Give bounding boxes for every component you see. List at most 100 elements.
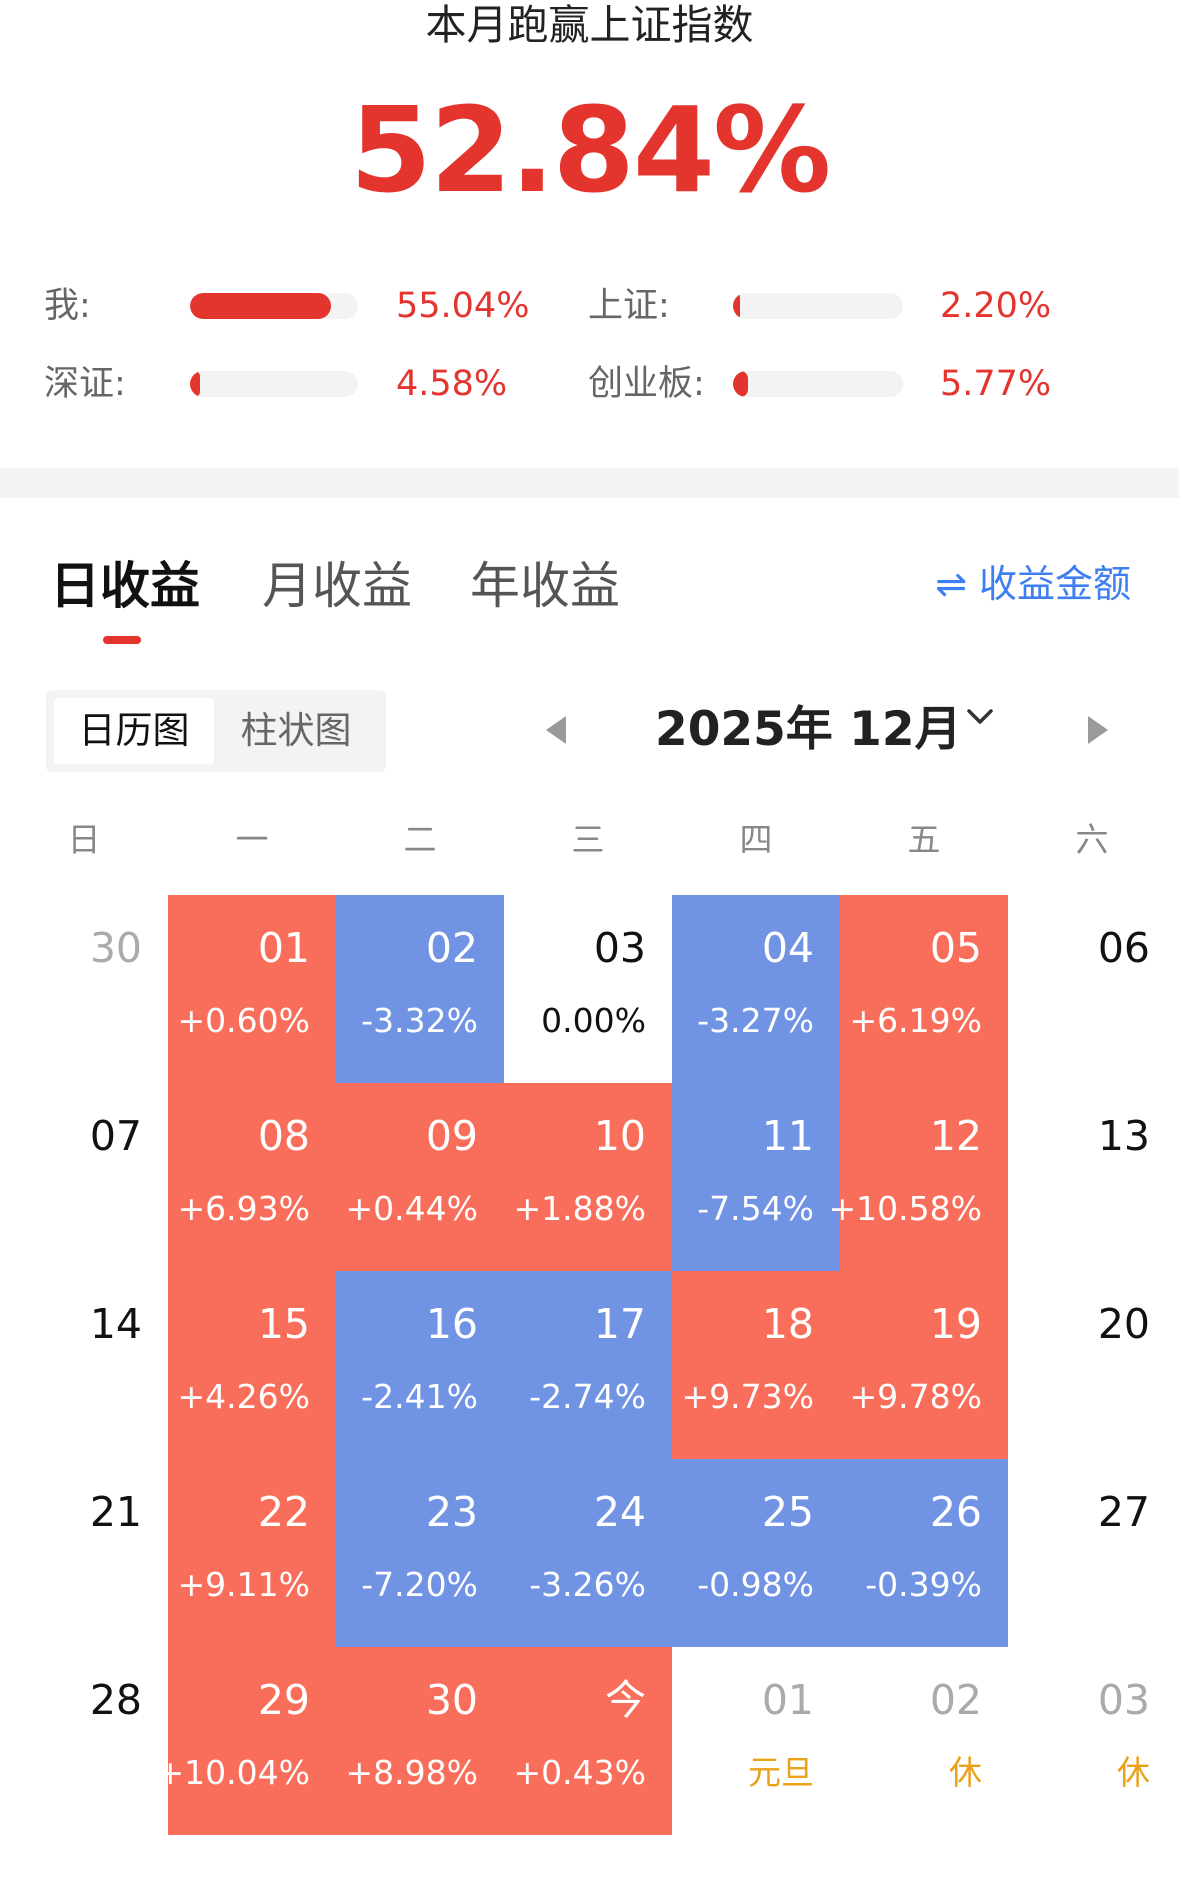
calendar-day-return: -2.74% — [529, 1377, 646, 1416]
calendar-day-cell[interactable]: 17 -2.74% — [504, 1271, 672, 1459]
calendar-day-cell[interactable]: 15 +4.26% — [168, 1271, 336, 1459]
chevron-down-icon[interactable] — [966, 702, 994, 730]
calendar-day-cell[interactable]: 05 +6.19% — [840, 895, 1008, 1083]
calendar-day-cell[interactable]: 18 +9.73% — [672, 1271, 840, 1459]
calendar-day-return: +0.44% — [345, 1189, 478, 1228]
calendar-day-number: 18 — [761, 1300, 814, 1348]
comparison-bar-chinext — [733, 371, 903, 397]
comparison-value-shenzhen: 4.58% — [396, 364, 508, 404]
calendar-day-cell[interactable]: 24 -3.26% — [504, 1459, 672, 1647]
page-title: 本月跑赢上证指数 — [425, 1, 754, 49]
calendar-day-cell[interactable]: 10 +1.88% — [504, 1083, 672, 1271]
calendar-day-cell[interactable]: 06 — [1008, 895, 1176, 1083]
calendar-day-cell[interactable]: 03 休 — [1008, 1647, 1176, 1835]
view-switch: 日历图 柱状图 — [46, 690, 386, 772]
calendar-day-return: +8.98% — [345, 1753, 478, 1792]
calendar-day-number: 17 — [593, 1300, 646, 1348]
comparison-value-shanghai: 2.20% — [940, 286, 1052, 326]
calendar-day-cell[interactable]: 21 — [0, 1459, 168, 1647]
weekday-thu: 四 — [739, 820, 773, 859]
calendar-day-number: 29 — [257, 1676, 310, 1724]
calendar-day-return: +10.58% — [828, 1189, 982, 1228]
calendar-day-number: 02 — [425, 924, 478, 972]
comparison-bar-me — [190, 293, 358, 319]
calendar-day-cell[interactable]: 07 — [0, 1083, 168, 1271]
weekday-tue: 二 — [403, 820, 437, 859]
calendar-day-number: 07 — [89, 1112, 142, 1160]
calendar-day-cell[interactable]: 11 -7.54% — [672, 1083, 840, 1271]
tab-active-indicator — [103, 636, 141, 644]
weekday-fri: 五 — [907, 820, 941, 859]
calendar-day-cell[interactable]: 25 -0.98% — [672, 1459, 840, 1647]
calendar-day-cell[interactable]: 03 0.00% — [504, 895, 672, 1083]
comparison-bar-me-fill — [190, 293, 332, 319]
calendar-day-number: 04 — [761, 924, 814, 972]
calendar-day-cell[interactable]: 28 — [0, 1647, 168, 1835]
calendar-day-cell[interactable]: 23 -7.20% — [336, 1459, 504, 1647]
comparison-bar-shanghai — [733, 293, 903, 319]
tab-yearly-return[interactable]: 年收益 — [470, 557, 620, 615]
calendar-day-number: 28 — [89, 1676, 142, 1724]
calendar-day-return: -2.41% — [361, 1377, 478, 1416]
calendar-day-return: -0.98% — [697, 1565, 814, 1604]
calendar-day-cell[interactable]: 04 -3.27% — [672, 895, 840, 1083]
calendar-day-return: +4.26% — [177, 1377, 310, 1416]
calendar-day-cell[interactable]: 22 +9.11% — [168, 1459, 336, 1647]
calendar-day-number: 27 — [1097, 1488, 1150, 1536]
calendar-day-cell[interactable]: 02 休 — [840, 1647, 1008, 1835]
bar-view-button[interactable]: 柱状图 — [240, 709, 352, 752]
tab-monthly-return[interactable]: 月收益 — [262, 557, 412, 615]
calendar-day-number: 03 — [593, 924, 646, 972]
calendar-day-number: 03 — [1097, 1676, 1150, 1724]
calendar-day-cell[interactable]: 30 — [0, 895, 168, 1083]
calendar-day-cell[interactable]: 12 +10.58% — [829, 1083, 1008, 1271]
calendar-day-cell[interactable]: 29 +10.04% — [157, 1647, 336, 1835]
calendar-day-number: 今 — [605, 1676, 646, 1724]
calendar-day-cell[interactable]: 今 +0.43% — [504, 1647, 672, 1835]
calendar-day-number: 10 — [593, 1112, 646, 1160]
calendar-day-cell[interactable]: 01 元旦 — [672, 1647, 840, 1835]
calendar-day-return: +6.93% — [177, 1189, 310, 1228]
calendar-day-cell[interactable]: 20 — [1008, 1271, 1176, 1459]
calendar-day-cell[interactable]: 14 — [0, 1271, 168, 1459]
calendar-day-return: +10.04% — [156, 1753, 310, 1792]
calendar-day-return: +0.60% — [177, 1001, 310, 1040]
comparison-bar-shenzhen — [190, 371, 358, 397]
calendar-day-return: +1.88% — [513, 1189, 646, 1228]
weekday-sat: 六 — [1075, 820, 1109, 859]
calendar-day-cell[interactable]: 09 +0.44% — [336, 1083, 504, 1271]
section-divider — [0, 468, 1179, 498]
calendar-day-return: -3.32% — [361, 1001, 478, 1040]
calendar-day-return: +0.43% — [513, 1753, 646, 1792]
calendar-day-cell[interactable]: 13 — [1008, 1083, 1176, 1271]
month-selector[interactable]: 2025年 12月 — [655, 702, 962, 757]
calendar-day-cell[interactable]: 19 +9.78% — [840, 1271, 1008, 1459]
calendar-day-cell[interactable]: 02 -3.32% — [336, 895, 504, 1083]
calendar-view-button[interactable]: 日历图 — [54, 698, 214, 764]
calendar-day-cell[interactable]: 16 -2.41% — [336, 1271, 504, 1459]
calendar-day-return: +9.73% — [681, 1377, 814, 1416]
calendar-day-number: 09 — [425, 1112, 478, 1160]
comparison-label-shanghai: 上证: — [588, 286, 670, 326]
calendar-day-cell[interactable]: 01 +0.60% — [168, 895, 336, 1083]
calendar-day-number: 22 — [257, 1488, 310, 1536]
calendar-day-cell[interactable]: 27 — [1008, 1459, 1176, 1647]
tab-daily-return[interactable]: 日收益 — [50, 557, 200, 615]
comparison-value-chinext: 5.77% — [940, 364, 1052, 404]
calendar-day-cell[interactable]: 30 +8.98% — [336, 1647, 504, 1835]
calendar-day-number: 12 — [929, 1112, 982, 1160]
calendar-day-cell[interactable]: 08 +6.93% — [168, 1083, 336, 1271]
calendar-day-cell[interactable]: 26 -0.39% — [840, 1459, 1008, 1647]
calendar-day-number: 24 — [593, 1488, 646, 1536]
prev-month-icon[interactable] — [546, 716, 566, 744]
return-amount-toggle[interactable]: ⇌ 收益金额 — [935, 562, 1131, 606]
comparison-bar-shenzhen-fill — [190, 371, 201, 397]
calendar-day-number: 21 — [89, 1488, 142, 1536]
calendar-holiday-label: 元旦 — [748, 1753, 814, 1792]
next-month-icon[interactable] — [1088, 716, 1108, 744]
calendar-day-number: 26 — [929, 1488, 982, 1536]
calendar-day-return: +6.19% — [849, 1001, 982, 1040]
calendar-day-number: 19 — [929, 1300, 982, 1348]
calendar-day-number: 15 — [257, 1300, 310, 1348]
calendar-day-number: 30 — [89, 924, 142, 972]
